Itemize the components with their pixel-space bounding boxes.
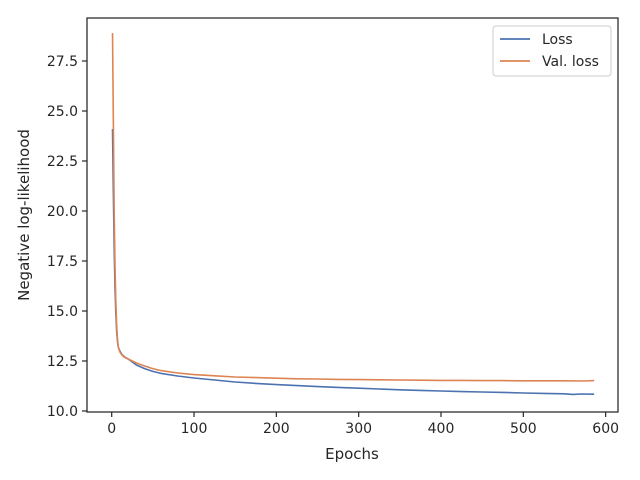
series-lines [111,32,595,396]
y-tick-label: 12.5 [47,354,78,370]
x-tick-label: 200 [263,421,290,437]
y-tick-label: 22.5 [47,154,78,170]
x-tick-label: 400 [428,421,455,437]
series-line-val-loss [111,32,595,382]
x-tick-label: 600 [592,421,619,437]
y-tick-label: 27.5 [47,54,78,70]
y-axis-ticks: 10.0 12.5 15.0 17.5 20.0 22.5 25.0 27.5 [47,54,87,420]
x-tick-label: 300 [345,421,372,437]
x-axis-label: Epochs [325,445,379,463]
x-tick-label: 100 [181,421,208,437]
y-axis-label: Negative log-likelihood [15,129,33,301]
y-tick-label: 25.0 [47,104,78,120]
y-tick-label: 15.0 [47,304,78,320]
legend-label-val-loss: Val. loss [542,54,599,70]
y-tick-label: 10.0 [47,404,78,420]
x-axis-ticks: 0 100 200 300 400 500 600 [107,412,619,437]
y-tick-label: 20.0 [47,204,78,220]
plot-frame [86,17,619,413]
legend-label-loss: Loss [542,32,573,48]
x-tick-label: 0 [107,421,116,437]
legend: Loss Val. loss [492,25,612,77]
plot-area [87,18,618,412]
y-tick-label: 17.5 [47,254,78,270]
x-tick-label: 500 [510,421,537,437]
